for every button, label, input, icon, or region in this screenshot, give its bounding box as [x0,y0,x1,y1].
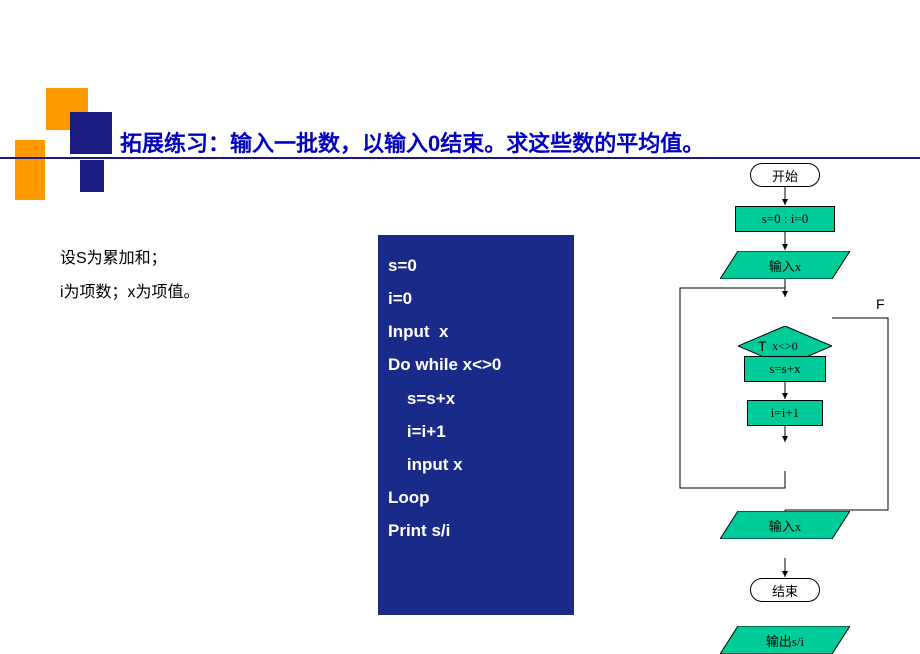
flow-false-label: F [876,296,885,312]
flow-input2-label: 输入x [720,511,850,539]
flow-start: 开始 [750,163,820,187]
code-line: Input x [388,315,564,348]
flow-init: s=0 : i=0 [735,206,835,232]
code-line: input x [388,448,564,481]
flow-proc2-label: i=i+1 [771,405,799,421]
flow-end: 结束 [750,578,820,602]
flow-end-label: 结束 [772,581,798,600]
code-line: i=i+1 [388,415,564,448]
code-block: s=0 i=0 Input x Do while x<>0 s=s+x i=i+… [378,235,574,615]
title-underline [0,157,920,159]
flow-input1-label: 输入x [720,251,850,279]
flow-proc1: s=s+x [744,356,826,382]
flow-input2: 输入x [720,511,850,539]
flow-proc2: i=i+1 [747,400,823,426]
desc-line-1: 设S为累加和； [60,244,167,268]
decor-navy-2 [80,160,104,192]
code-line: Loop [388,481,564,514]
code-line: s=0 [388,249,564,282]
flow-start-label: 开始 [772,166,798,185]
flow-input1: 输入x [720,251,850,279]
code-line: Print s/i [388,514,564,547]
page-title: 拓展练习：输入一批数，以输入0结束。求这些数的平均值。 [120,126,704,158]
desc-line-2: i为项数；x为项值。 [60,278,200,302]
flow-init-label: s=0 : i=0 [762,211,808,227]
flowchart: 开始 s=0 : i=0 输入x x<>0 T F s=s+x i=i+1 输入… [640,160,920,635]
code-line: i=0 [388,282,564,315]
decor-navy-1 [70,112,112,154]
flow-true-label: T [758,338,767,354]
flow-proc1-label: s=s+x [769,361,800,377]
decor-orange-2 [15,140,45,200]
code-line: s=s+x [388,382,564,415]
flow-output-label: 输出s/i [720,626,850,654]
code-line: Do while x<>0 [388,348,564,381]
flow-output: 输出s/i [720,626,850,654]
